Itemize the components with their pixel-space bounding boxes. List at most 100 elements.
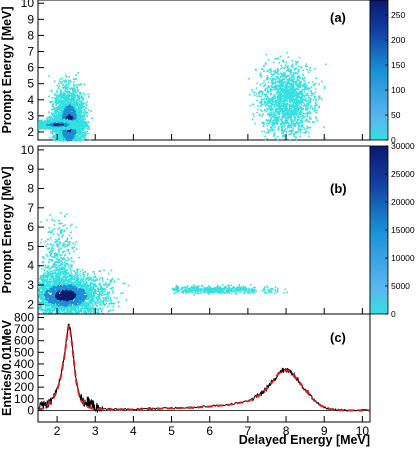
heatmap-cell <box>79 124 82 127</box>
heatmap-cell <box>48 126 51 129</box>
heatmap-cell <box>66 92 68 94</box>
heatmap-cell <box>86 125 89 127</box>
heatmap-cell <box>48 111 50 113</box>
heatmap-cell <box>64 125 66 127</box>
heatmap-cell <box>57 128 60 131</box>
heatmap-cell <box>50 112 53 114</box>
panel-a-density-points <box>38 51 327 142</box>
heatmap-cell <box>262 91 264 93</box>
heatmap-cell <box>267 97 270 99</box>
heatmap-cell <box>87 93 89 95</box>
heatmap-cell <box>41 123 44 125</box>
heatmap-cell <box>68 114 70 116</box>
heatmap-cell <box>75 135 78 138</box>
heatmap-cell <box>63 119 66 122</box>
heatmap-cell <box>82 120 84 123</box>
heatmap-cell <box>78 120 80 123</box>
heatmap-cell <box>62 135 64 137</box>
heatmap-cell <box>66 102 68 105</box>
heatmap-cell <box>287 92 289 94</box>
heatmap-cell <box>68 110 71 112</box>
heatmap-cell <box>56 110 59 113</box>
heatmap-cell <box>58 101 61 104</box>
heatmap-cell <box>301 66 303 69</box>
heatmap-cell <box>63 115 66 117</box>
heatmap-cell <box>71 117 74 120</box>
heatmap-cell <box>283 93 286 96</box>
heatmap-cell <box>82 92 85 94</box>
heatmap-cell <box>68 76 70 78</box>
heatmap-cell <box>67 98 70 101</box>
heatmap-cell <box>292 119 294 122</box>
heatmap-cell <box>74 138 76 141</box>
heatmap-cell <box>86 130 88 133</box>
heatmap-cell <box>75 120 77 123</box>
heatmap-cell <box>314 101 317 104</box>
heatmap-cell <box>69 136 71 139</box>
heatmap-cell <box>60 120 62 123</box>
heatmap-cell <box>65 125 67 127</box>
heatmap-cell <box>54 138 56 141</box>
heatmap-cell <box>77 117 80 119</box>
heatmap-cell <box>60 81 62 84</box>
heatmap-cell <box>280 126 283 128</box>
heatmap-cell <box>59 139 62 142</box>
heatmap-cell <box>65 120 68 123</box>
heatmap-cell <box>70 98 73 101</box>
heatmap-cell <box>71 129 73 132</box>
heatmap-cell <box>69 88 72 90</box>
heatmap-cell <box>54 101 56 104</box>
heatmap-cell <box>66 137 69 140</box>
heatmap-cell <box>79 112 81 115</box>
heatmap-cell <box>300 81 302 83</box>
heatmap-cell <box>66 134 68 136</box>
heatmap-cell <box>64 138 67 140</box>
heatmap-cell <box>71 105 73 108</box>
heatmap-cell <box>56 114 58 116</box>
heatmap-cell <box>306 65 309 68</box>
heatmap-cell <box>63 135 65 138</box>
heatmap-cell <box>62 119 65 121</box>
heatmap-cell <box>291 120 293 122</box>
heatmap-cell <box>59 98 62 100</box>
heatmap-cell <box>78 92 81 94</box>
heatmap-cell <box>59 118 62 121</box>
heatmap-cell <box>73 100 75 103</box>
heatmap-cell <box>68 94 70 97</box>
heatmap-cell <box>52 134 55 136</box>
heatmap-cell <box>270 120 272 122</box>
heatmap-cell <box>77 133 80 136</box>
heatmap-cell <box>290 82 293 85</box>
heatmap-cell <box>72 108 74 111</box>
heatmap-cell <box>82 125 85 127</box>
heatmap-cell <box>269 129 272 132</box>
heatmap-cell <box>72 120 74 122</box>
heatmap-cell <box>62 84 64 86</box>
heatmap-cell <box>88 128 91 131</box>
heatmap-cell <box>61 77 64 80</box>
heatmap-cell <box>54 80 56 83</box>
heatmap-cell <box>256 82 258 85</box>
heatmap-cell <box>70 96 73 99</box>
heatmap-cell <box>71 115 73 118</box>
heatmap-cell <box>44 121 46 123</box>
heatmap-cell <box>281 102 283 105</box>
heatmap-cell <box>68 131 70 134</box>
heatmap-cell <box>84 132 86 134</box>
heatmap-cell <box>73 135 75 138</box>
heatmap-cell <box>55 120 57 122</box>
heatmap-cell <box>77 119 79 121</box>
heatmap-cell <box>274 102 277 105</box>
heatmap-cell <box>77 98 80 100</box>
heatmap-cell <box>50 117 53 119</box>
heatmap-cell <box>67 110 70 112</box>
heatmap-cell <box>83 126 85 129</box>
heatmap-cell <box>64 122 67 125</box>
heatmap-cell <box>59 78 62 80</box>
heatmap-cell <box>50 120 53 123</box>
heatmap-cell <box>59 94 62 96</box>
heatmap-cell <box>67 115 70 118</box>
heatmap-cell <box>72 121 74 123</box>
heatmap-cell <box>273 124 276 127</box>
heatmap-cell <box>65 75 68 78</box>
